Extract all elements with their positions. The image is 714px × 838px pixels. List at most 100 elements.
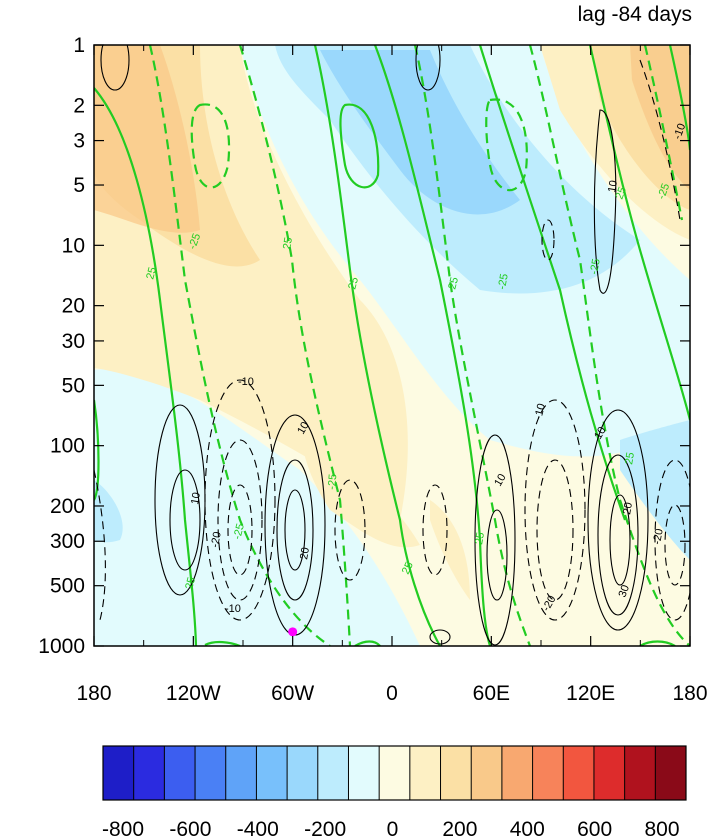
- green-contour-solid-1: [94, 87, 198, 646]
- contour-label-green-10: -25: [326, 473, 339, 490]
- black-contour-60e-outer: [474, 434, 516, 646]
- black-contour-30w: [334, 479, 366, 581]
- contour-label-black-14: 30: [617, 583, 632, 599]
- black-contour-top-3: [639, 59, 681, 221]
- black-contour-130e-inner: [609, 494, 631, 586]
- colorbar-swatch: [225, 746, 257, 800]
- y-tick-label: 20: [62, 295, 85, 318]
- x-tick-label: 120E: [566, 682, 615, 705]
- colorbar-swatch: [501, 746, 534, 800]
- green-contour-dashed-1: [148, 45, 331, 646]
- reference-point-marker: [288, 627, 298, 637]
- black-contour-90e-inner: [536, 459, 574, 601]
- colorbar-tick-label: 200: [442, 818, 477, 838]
- chart-title: lag -84 days: [578, 3, 692, 26]
- contour-label-black-6: -20: [209, 531, 224, 549]
- colorbar-swatch: [440, 746, 472, 800]
- contour-labels: 25 -25 25 25 25 -25 -25 25 -25 -25 -25 2…: [144, 122, 688, 615]
- green-contour-solid-4: [478, 45, 627, 521]
- contour-label-black-11: 10: [592, 425, 609, 442]
- contour-label-black-2: 10: [606, 179, 620, 193]
- black-contour-60w-inner: [284, 489, 306, 571]
- contour-label-green-1: 25: [144, 266, 159, 281]
- colorbar-swatch: [348, 746, 380, 800]
- colorbar-tick-label: -800: [102, 818, 144, 838]
- colorbar-tick-label: 800: [644, 818, 679, 838]
- green-contour-dashed-5: [643, 45, 684, 221]
- black-contour-170e-outer: [654, 459, 690, 621]
- contour-label-black-10: -10: [532, 402, 548, 420]
- black-contour-90w-mid: [217, 439, 263, 601]
- colorbar-swatch: [624, 746, 656, 800]
- contour-label-green-4: 25: [346, 276, 361, 291]
- green-contour-bottom-2: [354, 640, 381, 646]
- colorbar-tick-label: -200: [304, 818, 346, 838]
- green-contour-dashed-3: [413, 45, 532, 646]
- contour-label-black-1: -10: [672, 122, 689, 141]
- contour-label-green-7: -25: [588, 258, 603, 276]
- y-tick-label: 500: [50, 575, 85, 598]
- contour-label-black-5: 10: [189, 491, 203, 505]
- colorbar-swatch: [256, 746, 288, 800]
- colorbar-tick-label: -600: [169, 818, 211, 838]
- y-tick-label: 100: [50, 435, 85, 458]
- y-tick-label: 30: [62, 330, 85, 353]
- positive-region-mid-lower: [300, 420, 420, 548]
- black-contour-90w-outer: [204, 379, 276, 621]
- colorbar-swatch: [563, 746, 595, 800]
- black-contour-bottom-small: [429, 629, 451, 645]
- green-contour-solid-3: [373, 45, 492, 646]
- colorbar-swatch: [195, 746, 227, 800]
- black-contour-130e-outer: [587, 409, 649, 631]
- x-tick-label: 120W: [166, 682, 221, 705]
- y-tick-label: 3: [73, 130, 85, 153]
- x-tick-label: 180: [76, 682, 111, 705]
- colorbar: -800 -600 -400 -200 0 200 400 600 800: [102, 745, 687, 838]
- colorbar-tick-label: -400: [237, 818, 279, 838]
- y-tick-label: 1: [73, 34, 85, 57]
- x-tick-label: 0: [386, 682, 398, 705]
- contour-label-green-14: 25: [473, 531, 487, 545]
- contour-label-green-5: 25: [446, 276, 461, 291]
- green-closed-contour-2: [339, 103, 380, 189]
- black-contour-left-edge: [94, 469, 106, 621]
- colorbar-tick-label: 600: [577, 818, 612, 838]
- contour-label-black-8: -10: [225, 603, 241, 615]
- negative-region-right-lower: [620, 420, 690, 560]
- negative-region-lower-deep: [94, 480, 123, 543]
- black-contour-10e: [422, 484, 448, 576]
- green-contour-bottom-3: [639, 640, 676, 646]
- x-tick-label: 180: [672, 682, 707, 705]
- y-tick-label: 200: [50, 495, 85, 518]
- y-tick-label: 50: [62, 374, 85, 397]
- colorbar-swatch: [409, 746, 442, 800]
- contour-label-black-9: 10: [492, 472, 509, 489]
- black-contour-120w-inner: [169, 469, 201, 571]
- black-contour-130e-mid: [597, 454, 639, 616]
- contour-label-black-15: -20: [651, 528, 666, 546]
- contour-label-green-13: 25: [400, 560, 416, 576]
- contour-label-black-12: 20: [621, 501, 635, 515]
- colorbar-swatch: [287, 746, 319, 800]
- contour-label-green-2: -25: [187, 232, 204, 251]
- colorbar-swatch: [133, 746, 165, 800]
- positive-region-left-3: [94, 45, 200, 233]
- contour-label-green-12: 25: [183, 576, 198, 591]
- contour-label-black-4: 10: [295, 420, 312, 437]
- contour-label-black-3: -10: [238, 376, 254, 388]
- y-tick-label: 1000: [38, 635, 85, 658]
- colorbar-swatch: [655, 746, 687, 800]
- green-closed-contour-3: [485, 98, 528, 192]
- green-contour-dashed-4: [528, 45, 690, 646]
- x-tick-label: 60W: [271, 682, 314, 705]
- negative-region-lower: [94, 369, 420, 646]
- green-contour-bottom-1: [204, 640, 241, 646]
- green-contour-solid-6: [668, 45, 690, 151]
- black-contour-60e-inner: [486, 509, 508, 601]
- contour-label-green-3: 25: [281, 236, 295, 250]
- y-tick-label: 2: [73, 94, 85, 117]
- contour-label-black-7: 20: [298, 546, 312, 560]
- colorbar-swatch: [593, 746, 626, 800]
- black-contour-90e-outer: [524, 399, 586, 621]
